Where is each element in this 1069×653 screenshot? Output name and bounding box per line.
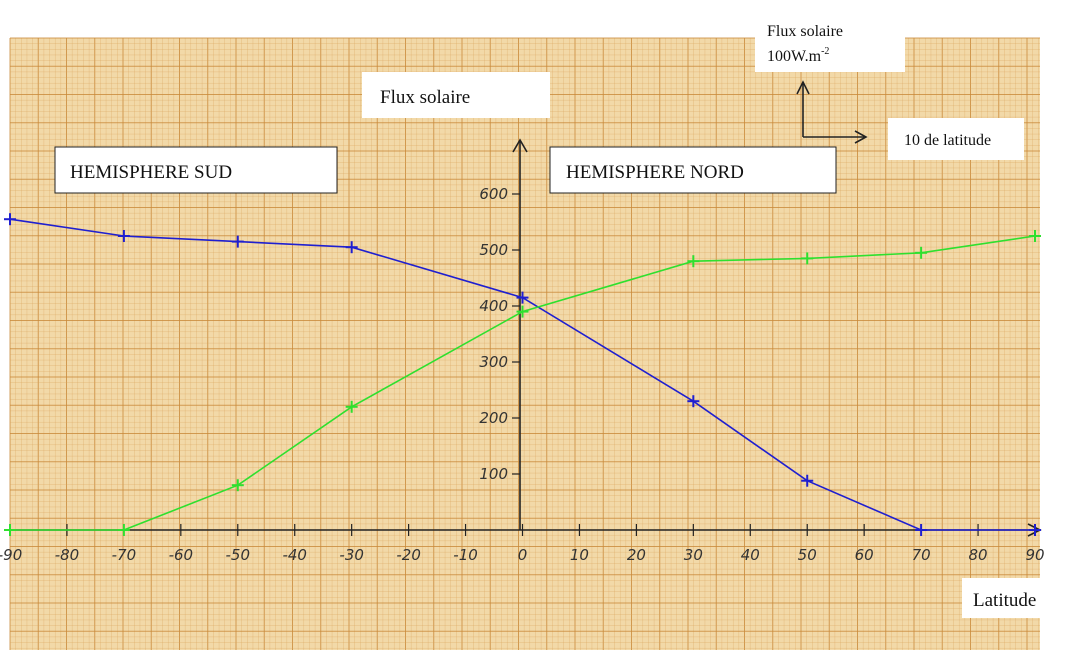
- series-1-point: [4, 213, 16, 226]
- x-ticks: -90 -80 -70 -60 -50 -40 -30 -20 -10 0 10 20 30 40 50 60…: [0, 524, 1045, 564]
- series-2-point: [1029, 230, 1041, 242]
- series-2-point: [915, 246, 928, 259]
- x-tick-label: -40: [282, 546, 307, 564]
- hemisphere-nord-label: HEMISPHERE NORD: [566, 162, 744, 183]
- series-2-point: [117, 524, 130, 536]
- y-ticks: 100 200 300 400 500 600: [479, 185, 520, 483]
- y-axis-arrow: [512, 138, 528, 153]
- series-2-point: [516, 305, 529, 318]
- x-tick-label: 30: [684, 546, 703, 564]
- x-tick-label: 60: [855, 546, 874, 564]
- x-tick-label: -30: [339, 546, 364, 564]
- y-tick-label: 200: [479, 409, 508, 427]
- y-tick-label: 300: [479, 353, 508, 371]
- series-1-point: [1029, 524, 1041, 536]
- y-axis-label-bg: [362, 72, 550, 118]
- x-axis-label: Latitude: [973, 590, 1036, 611]
- series-1-point: [117, 230, 130, 242]
- series-1-point: [516, 291, 529, 304]
- x-tick-label: -80: [55, 546, 80, 564]
- hemisphere-nord-box: [549, 146, 837, 194]
- y-tick-label: 500: [479, 241, 508, 259]
- x-tick-label: -60: [169, 546, 194, 564]
- series-1-point: [345, 241, 358, 254]
- series-2-point: [4, 524, 16, 536]
- scale-legend-bg: [755, 10, 905, 72]
- y-tick-label: 400: [479, 297, 508, 315]
- y-axis-label: Flux solaire: [380, 87, 470, 108]
- x-tick-label: -50: [226, 546, 251, 564]
- series-2-point: [801, 252, 814, 265]
- x-tick-label: 80: [969, 546, 988, 564]
- x-tick-label: -70: [112, 546, 137, 564]
- hemisphere-sud-label: HEMISPHERE SUD: [70, 162, 232, 183]
- x-tick-label: 20: [627, 546, 646, 564]
- x-tick-label: 90: [1025, 546, 1044, 564]
- series-1-point: [801, 474, 814, 487]
- x-tick-label: 40: [741, 546, 760, 564]
- scale-legend-y-unit-sup: -2: [821, 46, 829, 57]
- x-tick-label: -20: [396, 546, 421, 564]
- series-2-point: [231, 479, 244, 492]
- y-tick-label: 600: [479, 185, 508, 203]
- x-tick-label: 50: [798, 546, 817, 564]
- series-1-point: [915, 524, 928, 536]
- scale-legend-y-unit-main: 100W.m: [767, 48, 822, 65]
- scale-legend-x-label-bg: [888, 118, 1024, 160]
- scale-legend-y-label: Flux solaire: [767, 23, 843, 40]
- scale-legend-horizontal-arrowhead: [854, 130, 868, 144]
- series-2-point: [687, 255, 700, 268]
- scale-legend-y-unit: 100W.m-2: [767, 46, 829, 65]
- hemisphere-sud-box: [54, 146, 338, 194]
- x-tick-label: 70: [912, 546, 931, 564]
- graph-paper-background: [10, 38, 1040, 650]
- grid: [9, 37, 1040, 650]
- series-layer: [4, 213, 1041, 536]
- x-tick-label: -90: [0, 546, 22, 564]
- x-axis-label-bg: [962, 578, 1066, 618]
- scale-legend-vertical-arrowhead: [796, 80, 810, 95]
- scale-legend-x-label: 10 de latitude: [904, 132, 991, 149]
- series-1-point: [687, 395, 700, 408]
- series-2-point: [345, 400, 358, 413]
- x-tick-label: 10: [570, 546, 589, 564]
- y-tick-label: 100: [479, 465, 508, 483]
- x-tick-label: 0: [518, 546, 528, 564]
- x-tick-label: -10: [453, 546, 478, 564]
- series-1-point: [231, 235, 244, 248]
